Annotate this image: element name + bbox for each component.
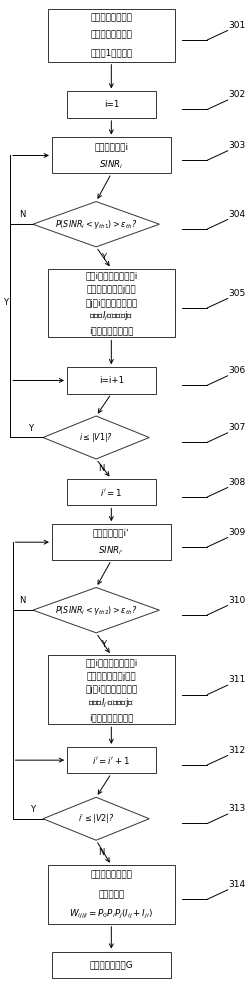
- Text: $P(SINR_i <\gamma_{th1})>\varepsilon_{th}$?: $P(SINR_i <\gamma_{th1})>\varepsilon_{th…: [55, 218, 137, 231]
- Text: 找到i的干扰集合中对i: 找到i的干扰集合中对i: [85, 658, 137, 667]
- Text: Y: Y: [28, 424, 33, 433]
- Text: 304: 304: [227, 210, 244, 219]
- Text: 314: 314: [227, 880, 244, 889]
- Text: i=1: i=1: [103, 100, 118, 109]
- Polygon shape: [43, 416, 149, 459]
- Text: 307: 307: [227, 423, 244, 432]
- Text: 302: 302: [227, 90, 244, 99]
- Text: 308: 308: [227, 478, 244, 487]
- Bar: [52, 137, 170, 173]
- Text: 权值为$I_{j'}$，同时将j从: 权值为$I_{j'}$，同时将j从: [88, 697, 134, 710]
- Text: 301: 301: [227, 21, 244, 30]
- Text: Y: Y: [30, 805, 35, 814]
- Text: $SINR_i$: $SINR_i$: [99, 158, 123, 171]
- Text: N: N: [98, 464, 104, 473]
- Text: $i'=i'+1$: $i'=i'+1$: [92, 755, 130, 766]
- Text: $W_{ij/ji}=P_0P_iP_j(I_{ij}+I_{ji})$: $W_{ij/ji}=P_0P_iP_j(I_{ij}+I_{ji})$: [69, 908, 152, 921]
- Text: $i'=1$: $i'=1$: [100, 487, 122, 498]
- Text: 305: 305: [227, 289, 244, 298]
- Bar: [48, 865, 174, 924]
- Text: 303: 303: [227, 141, 244, 150]
- Text: 309: 309: [227, 528, 244, 537]
- Text: N: N: [98, 848, 104, 857]
- Text: 权值为$I_j$，同时将j从: 权值为$I_j$，同时将j从: [89, 310, 133, 323]
- Text: $i\leq|V1|$?: $i\leq|V1|$?: [79, 431, 113, 444]
- Bar: [67, 367, 155, 394]
- Text: Y: Y: [3, 298, 8, 307]
- Text: 将有向边变为无向: 将有向边变为无向: [90, 870, 132, 880]
- Polygon shape: [33, 202, 159, 247]
- Bar: [67, 747, 155, 773]
- Text: 干扰最大的顶点j，建: 干扰最大的顶点j，建: [86, 672, 136, 681]
- Text: 计算当前顶点i: 计算当前顶点i: [94, 142, 128, 151]
- Text: 分别从1开始编号: 分别从1开始编号: [90, 48, 132, 57]
- Polygon shape: [33, 587, 159, 633]
- Text: $i'\leq|V2|$?: $i'\leq|V2|$?: [78, 812, 114, 825]
- Polygon shape: [43, 797, 149, 840]
- Bar: [48, 655, 174, 724]
- Bar: [52, 524, 170, 560]
- Text: 边，权值为: 边，权值为: [98, 890, 124, 899]
- Text: i的干扰集合中去除: i的干扰集合中去除: [89, 713, 133, 722]
- Text: N: N: [19, 210, 26, 219]
- Text: 立j到i的有向边，边的: 立j到i的有向边，边的: [85, 685, 137, 694]
- Text: N: N: [19, 596, 26, 605]
- Bar: [48, 269, 174, 337]
- Bar: [67, 91, 155, 118]
- Text: $SINR_{i'}$: $SINR_{i'}$: [98, 545, 124, 557]
- Text: 所有顶点分层，并: 所有顶点分层，并: [90, 31, 132, 40]
- Bar: [67, 479, 155, 505]
- Text: Y: Y: [101, 640, 106, 649]
- Text: 找到i的干扰集合中对i: 找到i的干扰集合中对i: [85, 271, 137, 280]
- Bar: [52, 952, 170, 978]
- Text: 干扰最大的顶点j，建: 干扰最大的顶点j，建: [86, 285, 136, 294]
- Text: i=i+1: i=i+1: [98, 376, 123, 385]
- Text: i的干扰集合中去除: i的干扰集合中去除: [89, 326, 133, 335]
- Bar: [48, 9, 174, 62]
- Text: 立j到i的有向边，边的: 立j到i的有向边，边的: [85, 299, 137, 308]
- Text: 311: 311: [227, 675, 244, 684]
- Text: 根据终端类型，将: 根据终端类型，将: [90, 13, 132, 22]
- Text: 313: 313: [227, 804, 244, 813]
- Text: 310: 310: [227, 596, 244, 605]
- Text: 得到双层干扰图G: 得到双层干扰图G: [89, 960, 133, 969]
- Text: 312: 312: [227, 746, 244, 755]
- Text: $P(SINR_i <\gamma_{th2})>\varepsilon_{th}$?: $P(SINR_i <\gamma_{th2})>\varepsilon_{th…: [55, 604, 137, 617]
- Text: 306: 306: [227, 366, 244, 375]
- Text: 计算当前顶点i': 计算当前顶点i': [93, 529, 129, 538]
- Text: Y: Y: [101, 253, 106, 262]
